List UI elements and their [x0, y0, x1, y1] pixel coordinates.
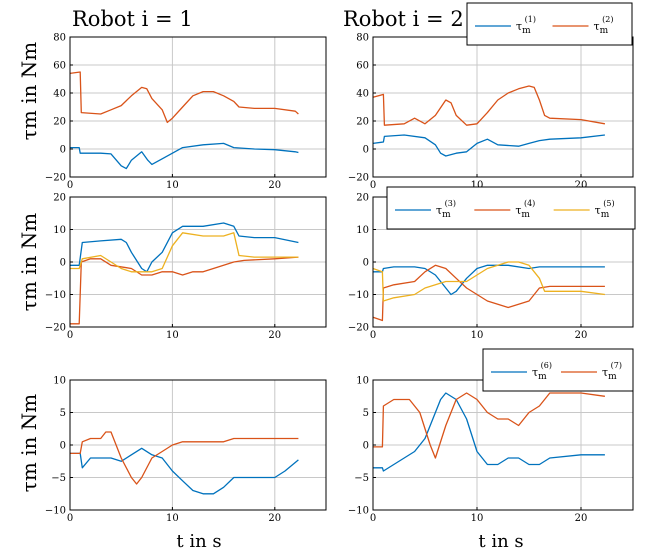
series-line-r1-joints67-2 [70, 431, 299, 485]
y-tick-label: 80 [53, 33, 66, 44]
y-tick-label: 60 [53, 61, 66, 72]
y-tick-label: −10 [45, 290, 66, 301]
y-tick-label: 40 [53, 89, 66, 100]
legend-entry: τm(2) [594, 15, 614, 36]
y-tick-label: 20 [356, 193, 369, 204]
plot-frame [69, 196, 327, 328]
plot-frame [372, 36, 634, 178]
y-tick-label: 0 [363, 441, 369, 452]
panel-r1-joints67: 0 10 20 −10 −5 0 5 10 [45, 376, 327, 524]
x-tick-label: 10 [166, 513, 179, 524]
y-tick-label: −10 [348, 290, 369, 301]
x-tick-label: 0 [370, 330, 376, 341]
plot-frame [69, 379, 327, 511]
x-tick-label: 20 [575, 330, 588, 341]
y-tick-label: 20 [356, 117, 369, 128]
y-tick-label: 10 [53, 225, 66, 236]
y-axis-label-row-1: τm in Nm [17, 42, 41, 141]
plot-frame [69, 36, 327, 178]
series-line-r1-joints12-1 [70, 142, 299, 170]
x-tick-label: 10 [166, 330, 179, 341]
y-tick-label: −20 [348, 173, 369, 184]
y-tick-label: 0 [60, 145, 66, 156]
y-tick-label: 10 [53, 376, 66, 387]
series-line-r2-joints345-2 [372, 264, 605, 322]
column-title-robot-1: Robot i = 1 [72, 7, 193, 31]
series-line-r2-joints67-1 [373, 392, 605, 472]
y-tick-label: −5 [354, 473, 369, 484]
series-line-r1-joints345-1 [70, 222, 299, 273]
x-tick-label: 20 [575, 513, 588, 524]
row-ylabels: τm in Nm τm in Nm τm in Nm [17, 42, 41, 493]
x-tick-label: 10 [471, 180, 484, 191]
column-title-robot-2: Robot i = 2 [343, 7, 464, 31]
legend-r2-joints12: τm(1) τm(2) [466, 2, 633, 46]
legend-entry: τm(3) [436, 199, 456, 220]
legend-box [386, 186, 636, 230]
series-line-r2-joints345-1 [373, 264, 605, 296]
legend-entry: τm(6) [532, 361, 552, 382]
series-line-r2-joints345-3 [372, 261, 605, 302]
y-tick-label: 40 [356, 89, 369, 100]
x-tick-label: 20 [268, 330, 281, 341]
y-tick-label: 20 [53, 193, 66, 204]
legend-r2-joints345: τm(3) τm(4) τm(5) [386, 186, 636, 230]
x-tick-label: 10 [471, 513, 484, 524]
y-axis-label-row-3: τm in Nm [17, 394, 41, 493]
y-tick-label: 60 [356, 61, 369, 72]
x-tick-label: 10 [471, 330, 484, 341]
x-tick-label: 0 [370, 513, 376, 524]
y-tick-label: −20 [45, 323, 66, 334]
series-line-r1-joints12-2 [69, 71, 299, 124]
x-tick-label: 20 [575, 180, 588, 191]
y-tick-label: 0 [363, 145, 369, 156]
y-tick-label: −5 [51, 473, 66, 484]
series-line-r2-joints67-2 [373, 392, 605, 459]
y-tick-label: −20 [348, 323, 369, 334]
x-tick-label: 0 [67, 330, 73, 341]
x-tick-label: 0 [370, 180, 376, 191]
x-axis-label-col-2: t in s [478, 531, 523, 552]
panel-r2-joints67: 0 10 20 −10 −5 0 5 10 τm(6) τm(7) [348, 348, 634, 524]
series-line-r2-joints12-1 [372, 134, 605, 157]
series-line-r1-joints67-1 [70, 447, 299, 495]
y-tick-label: 0 [363, 258, 369, 269]
y-tick-label: 10 [356, 376, 369, 387]
legend-entry: τm(4) [515, 199, 535, 220]
legend-entry: τm(7) [602, 361, 622, 382]
x-tick-label: 20 [268, 180, 281, 191]
y-axis-label-row-2: τm in Nm [17, 213, 41, 312]
y-tick-label: 0 [60, 441, 66, 452]
y-tick-label: 5 [60, 408, 66, 419]
legend-entry: τm(5) [595, 199, 615, 220]
legend-box [466, 2, 633, 46]
legend-r2-joints67: τm(6) τm(7) [482, 348, 634, 392]
y-tick-label: 10 [356, 225, 369, 236]
panel-r1-joints345: 0 10 20 −20 −10 0 10 20 [45, 193, 327, 341]
x-tick-label: 10 [166, 180, 179, 191]
y-tick-label: −20 [45, 173, 66, 184]
y-tick-label: 5 [363, 408, 369, 419]
panel-r2-joints345: 0 10 20 −20 −10 0 10 20 τm(3) τm(4) τm(5) [348, 186, 636, 341]
y-tick-label: 20 [53, 117, 66, 128]
series-line-r1-joints345-2 [70, 256, 299, 325]
legend-box [482, 348, 634, 392]
x-tick-label: 0 [67, 513, 73, 524]
y-tick-label: −10 [45, 506, 66, 517]
x-tick-label: 0 [67, 180, 73, 191]
x-tick-label: 20 [268, 513, 281, 524]
y-tick-label: 80 [356, 33, 369, 44]
y-tick-label: 0 [60, 258, 66, 269]
legend-entry: τm(1) [516, 15, 536, 36]
series-line-r1-joints345-3 [70, 232, 299, 273]
series-line-r2-joints12-2 [372, 85, 606, 126]
x-axis-label-col-1: t in s [176, 531, 221, 552]
y-tick-label: −10 [348, 506, 369, 517]
